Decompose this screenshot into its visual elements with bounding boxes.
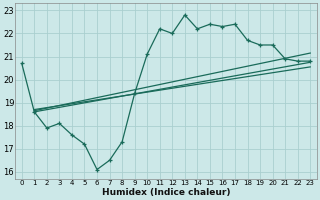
- X-axis label: Humidex (Indice chaleur): Humidex (Indice chaleur): [102, 188, 230, 197]
